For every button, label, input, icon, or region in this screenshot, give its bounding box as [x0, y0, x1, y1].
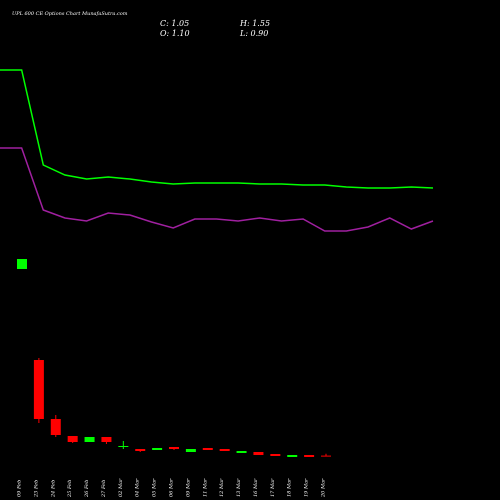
- x-tick-label: 05 Mar: [152, 478, 158, 497]
- candle-body: [169, 447, 179, 449]
- candle-body: [101, 437, 112, 442]
- close-label: C: 1.05: [160, 19, 189, 28]
- candle-body: [253, 452, 264, 455]
- candle-body: [67, 436, 78, 442]
- candle-body: [135, 449, 146, 451]
- x-tick-label: 09 Mar: [185, 478, 191, 497]
- candle-body: [236, 451, 247, 453]
- candle-body: [185, 449, 196, 452]
- candle-body: [321, 455, 331, 457]
- x-tick-label: 09 Feb: [17, 480, 23, 497]
- x-tick-label: 12 Mar: [219, 478, 225, 497]
- x-tick-label: 23 Feb: [33, 480, 39, 498]
- x-tick-label: 13 Mar: [236, 478, 242, 497]
- indicator-line: [0, 69, 434, 189]
- x-tick-label: 16 Mar: [253, 478, 259, 497]
- candle-body: [287, 455, 298, 457]
- candle-body: [50, 419, 61, 435]
- x-tick-label: 24 Feb: [50, 480, 56, 498]
- candle-body: [17, 259, 27, 269]
- x-tick-label: 04 Mar: [135, 478, 141, 497]
- candle-body: [219, 449, 230, 451]
- x-tick-label: 11 Mar: [202, 478, 208, 497]
- candle-body: [152, 448, 163, 450]
- x-tick-label: 06 Mar: [169, 478, 175, 497]
- candle-body: [304, 455, 315, 457]
- x-tick-label: 02 Mar: [118, 478, 124, 497]
- candle-body: [118, 446, 129, 447]
- x-tick-label: 26 Feb: [84, 480, 90, 498]
- indicator-line: [0, 147, 434, 232]
- x-tick-label: 27 Feb: [101, 480, 107, 498]
- chart-title: UPL 600 CE Options Chart MunafaSutra.com: [12, 11, 128, 17]
- candle-body: [84, 437, 95, 442]
- candle-body: [33, 360, 44, 419]
- x-tick-label: 20 Mar: [321, 478, 327, 498]
- x-tick-label: 19 Mar: [304, 478, 310, 497]
- low-label: L: 0.90: [239, 29, 268, 38]
- candle-body: [270, 454, 281, 456]
- x-tick-label: 17 Mar: [270, 478, 276, 497]
- x-tick-label: 25 Feb: [67, 480, 73, 498]
- high-label: H: 1.55: [239, 19, 270, 28]
- candle-body: [202, 448, 213, 450]
- open-label: O: 1.10: [160, 29, 190, 38]
- x-tick-label: 18 Mar: [287, 478, 293, 497]
